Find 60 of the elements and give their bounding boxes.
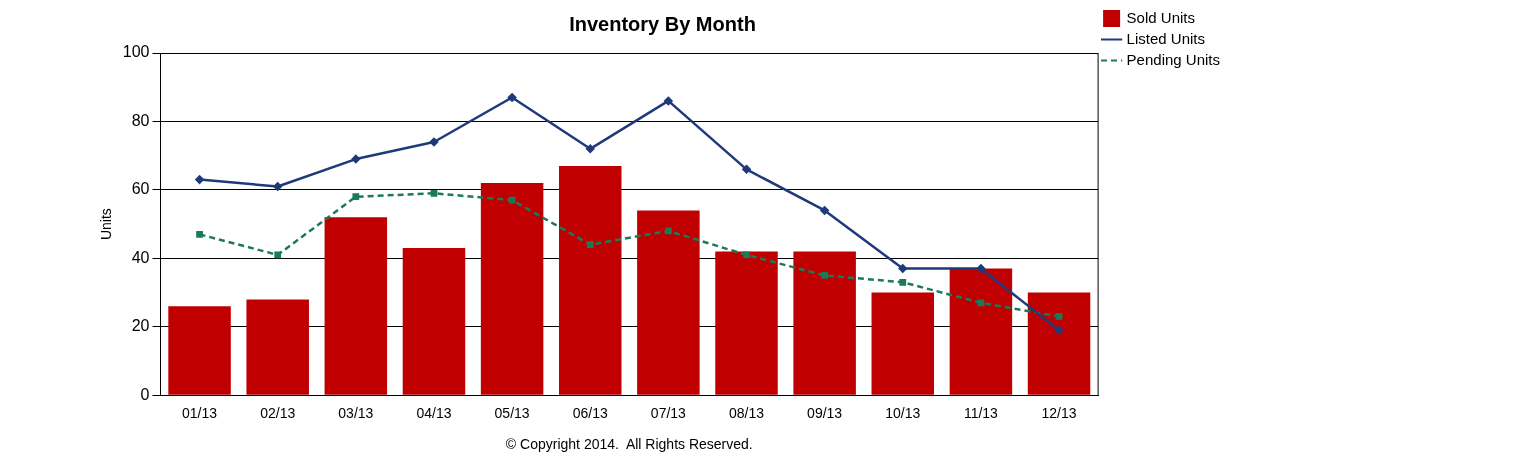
point: [665, 227, 672, 235]
x-tick-label: 10/13: [885, 405, 921, 422]
point: [352, 193, 360, 201]
x-tick-label: 07/13: [650, 405, 687, 422]
bar: [402, 248, 466, 395]
point: [507, 93, 517, 102]
x-tick-label: 09/13: [807, 405, 843, 422]
point: [195, 175, 204, 184]
x-tick-label: 08/13: [728, 405, 765, 422]
x-tick-label: 03/13: [338, 405, 374, 422]
point: [586, 241, 594, 248]
bar: [637, 210, 700, 395]
point: [820, 206, 829, 215]
y-tick-label: 100: [122, 43, 150, 61]
legend-label: Pending Units: [1126, 50, 1221, 68]
bar: [871, 292, 935, 395]
x-tick-label: 06/13: [572, 405, 608, 422]
bar: [558, 165, 622, 395]
y-tick-label: 40: [131, 248, 150, 266]
x-tick-label: 01/13: [182, 405, 218, 422]
chart-title: Inventory By Month: [569, 12, 756, 35]
point: [1055, 313, 1063, 320]
y-tick-label: 20: [131, 317, 150, 335]
y-tick-label: 0: [140, 385, 150, 403]
bar: [168, 306, 231, 395]
x-tick-label: 12/13: [1041, 405, 1077, 422]
bar: [480, 183, 544, 395]
point: [898, 264, 908, 273]
point: [743, 251, 750, 259]
x-tick-label: 04/13: [416, 405, 452, 422]
x-tick-label: 11/13: [963, 405, 999, 422]
point: [273, 182, 282, 191]
legend-label: Sold Units: [1126, 8, 1195, 26]
point: [430, 189, 438, 197]
bar: [715, 251, 778, 395]
y-tick-label: 80: [131, 111, 150, 129]
point: [274, 251, 282, 259]
bar: [793, 251, 856, 395]
point: [899, 278, 907, 286]
point: [976, 264, 986, 273]
x-tick-label: 02/13: [260, 405, 296, 422]
point: [196, 231, 203, 238]
point: [429, 137, 439, 147]
x-tick-label: 05/13: [494, 405, 530, 422]
point: [585, 144, 595, 154]
bar: [246, 299, 309, 395]
bar: [1027, 292, 1091, 395]
point: [664, 96, 673, 106]
point: [742, 165, 751, 174]
point: [508, 196, 516, 204]
point: [1054, 325, 1064, 335]
point: [821, 272, 829, 279]
bar: [949, 268, 1013, 395]
point: [977, 299, 985, 307]
text: © Copyright 2014. All Rights Reserved.: [505, 435, 753, 452]
y-tick-label: 60: [131, 180, 150, 198]
y-axis-title: Units: [98, 208, 115, 241]
bar: [324, 217, 388, 395]
legend-label: Listed Units: [1126, 29, 1205, 47]
point: [351, 154, 361, 164]
